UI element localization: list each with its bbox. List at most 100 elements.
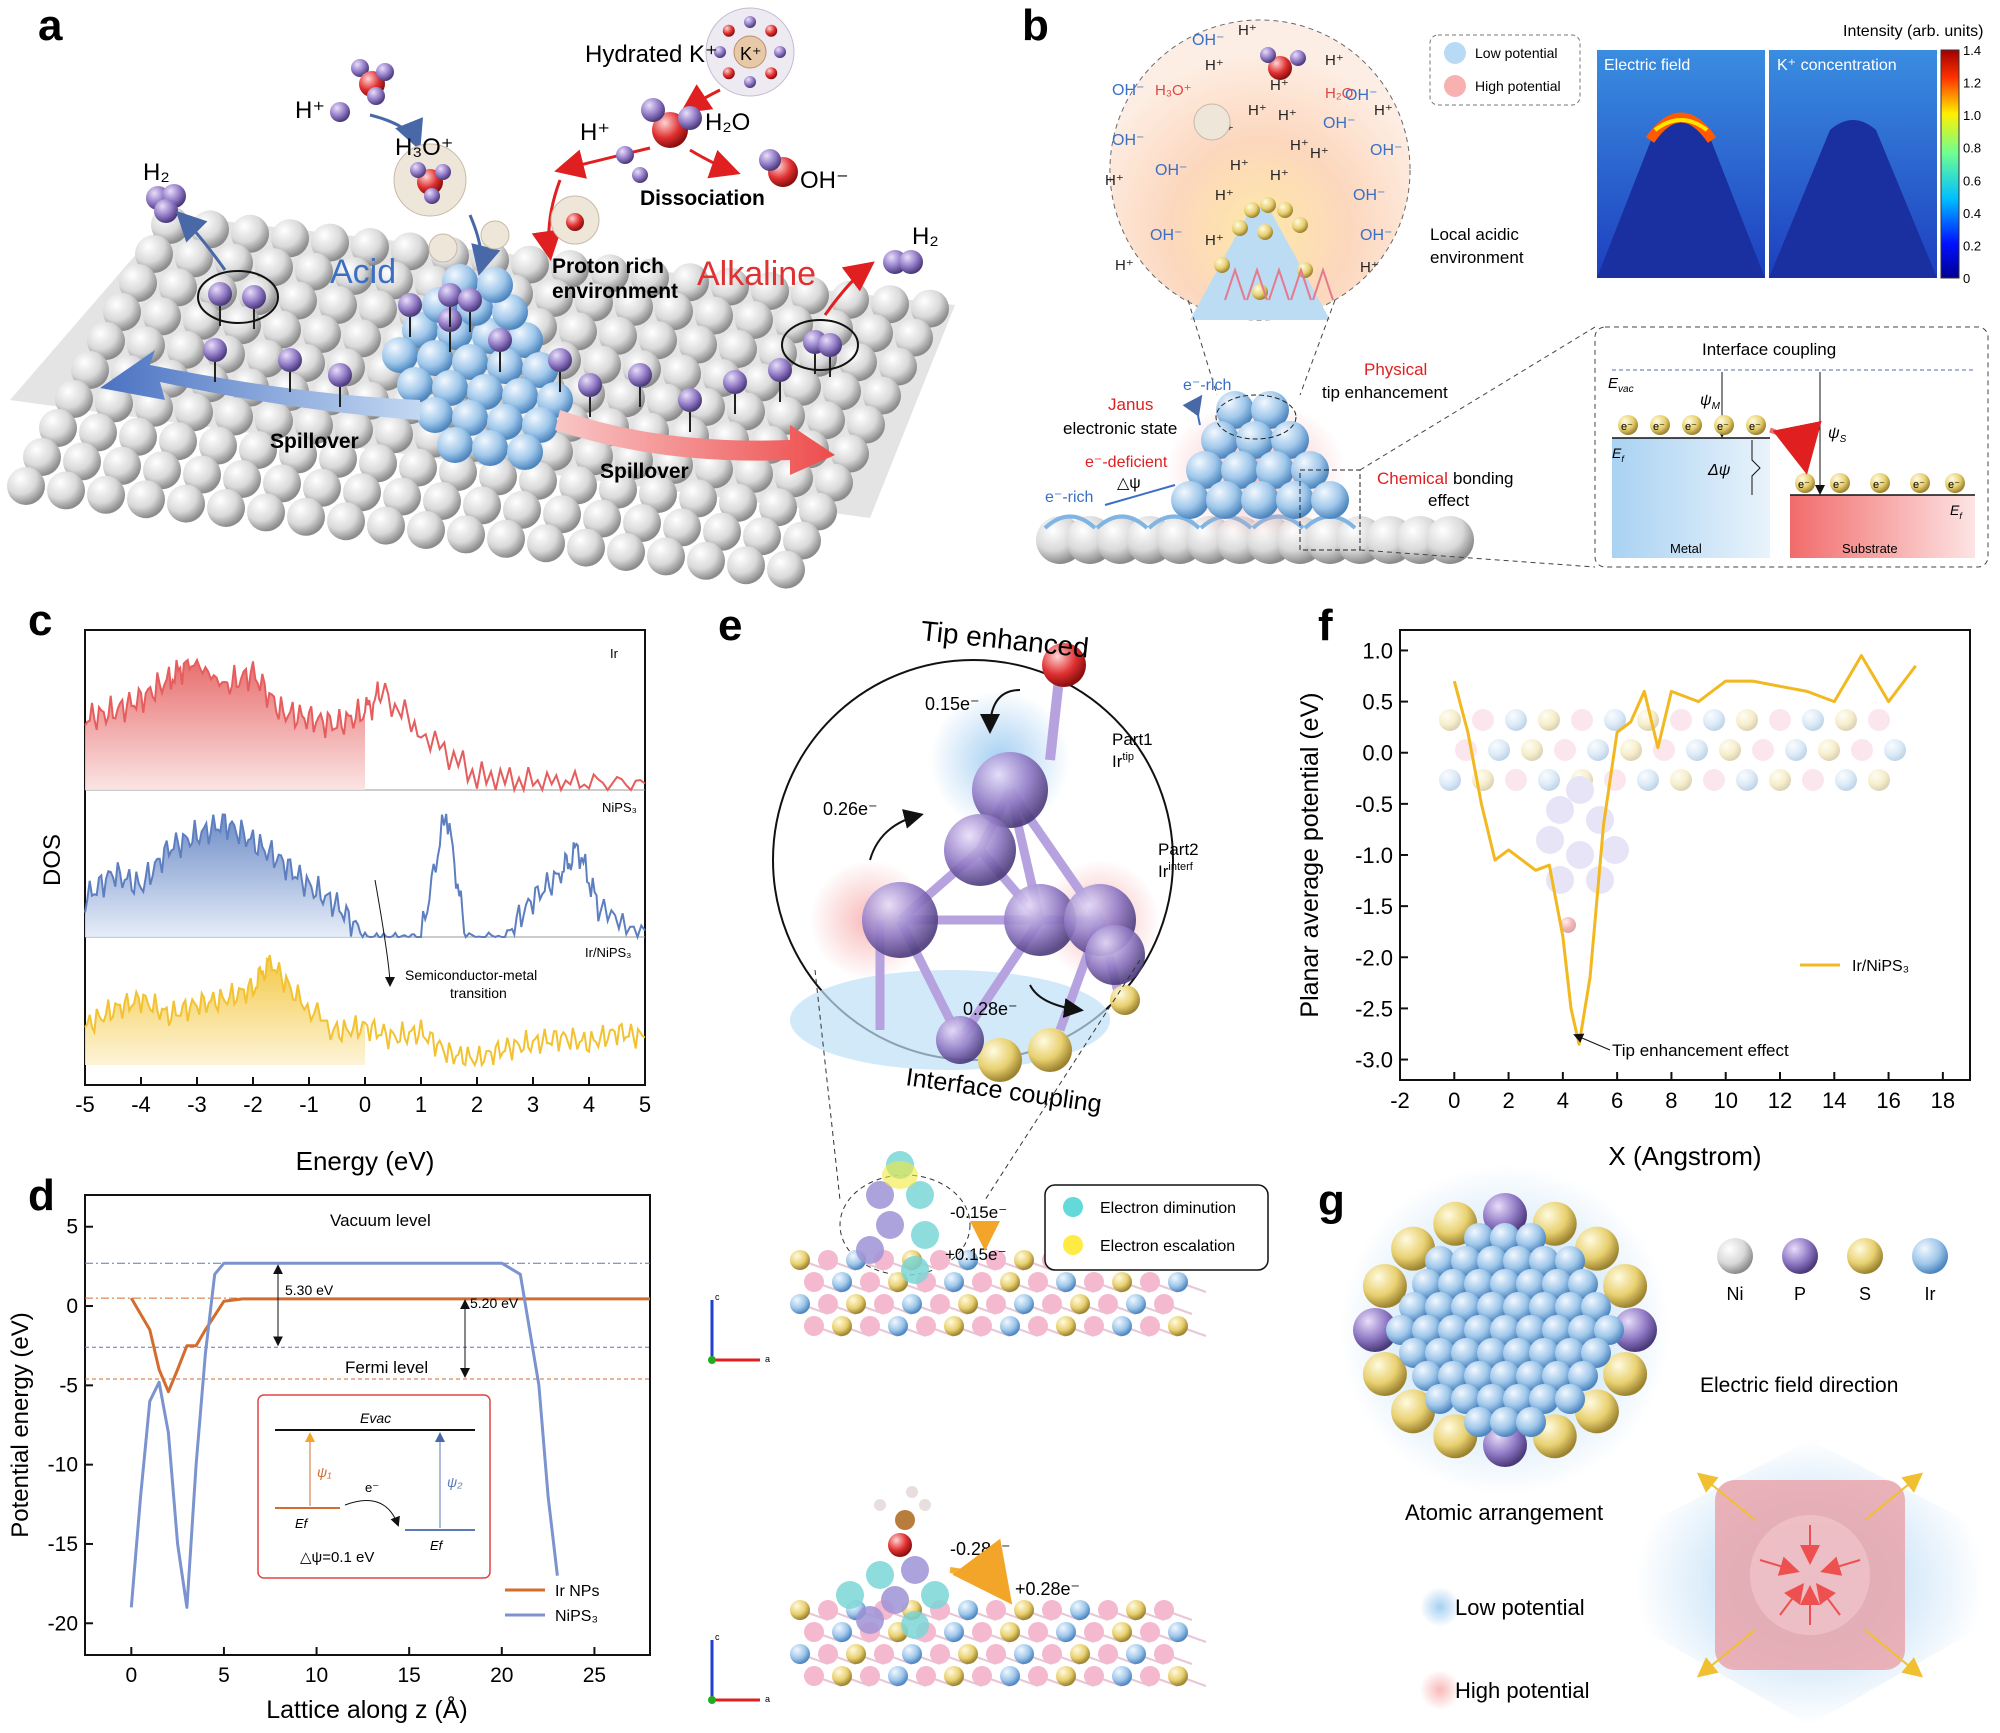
zoom-connector: [984, 959, 1141, 1201]
substrate-atom: [535, 279, 573, 317]
slab-atom: [1000, 1316, 1020, 1336]
ir-atom: [1555, 1246, 1585, 1276]
slab-atom: [1070, 1294, 1090, 1314]
colorbar-tick: 0.8: [1963, 141, 1981, 156]
x-tick-label: -4: [131, 1092, 151, 1117]
cluster-atom: [856, 1236, 884, 1264]
electron-label: e⁻: [1833, 479, 1845, 491]
slab-atom: [1014, 1250, 1034, 1270]
substrate-atom: [119, 264, 157, 302]
substrate-atom: [815, 463, 853, 502]
low-potential-swatch: [1420, 1587, 1460, 1627]
substrate-atom: [375, 415, 413, 454]
hplus-ion: H⁺: [1205, 232, 1224, 249]
e-rich-bottom-label: e⁻-rich: [1045, 489, 1093, 506]
ir-atom: [862, 882, 938, 958]
colorbar-tick: 0.6: [1963, 173, 1981, 188]
structure-atom: [1736, 709, 1758, 731]
substrate-atom: [39, 409, 77, 447]
ir-atom: [467, 374, 503, 410]
slab-atom: [1126, 1600, 1146, 1620]
zoom-connector: [814, 969, 841, 1201]
ir-atom: [487, 348, 523, 384]
hplus-atom: [330, 102, 350, 122]
y-tick-label: -15: [48, 1533, 78, 1556]
ir-atom: [1464, 1315, 1494, 1345]
h2-atom: [154, 199, 178, 223]
substrate-atom: [591, 254, 629, 293]
y-tick-label: -20: [48, 1612, 78, 1635]
x-tick-label: 10: [1713, 1088, 1737, 1113]
metal-block: [1612, 438, 1770, 558]
slab-atom: [916, 1316, 936, 1336]
substrate-atom: [407, 511, 445, 549]
panel-f: f -2 0 2 4 6 8 10 12 14 16 18 1.0 0.5 0.0 -0.5 -1.0 -1.5…: [1296, 601, 1971, 1171]
electron-label: e⁻: [1653, 421, 1665, 433]
structure-atom: [1604, 709, 1626, 731]
substrate-atom: [95, 384, 133, 423]
efield-map-label: Electric field: [1604, 57, 1690, 74]
kconc-map-label: K⁺ concentration: [1777, 57, 1897, 74]
colorbar-tick: 0.2: [1963, 238, 1981, 253]
adsorbed-h: [678, 388, 702, 412]
oh-ion: OH⁻: [1112, 82, 1144, 99]
x-tick-label: 2: [1502, 1088, 1514, 1113]
kconc-tip-shape: [1769, 120, 1937, 278]
substrate-atom: [679, 325, 717, 364]
substrate-atom: [503, 490, 541, 529]
oh-ion: OH⁻: [1192, 32, 1224, 49]
substrate-atom: [175, 239, 213, 278]
physical-label: Physical: [1364, 360, 1427, 379]
charge-p028-label: +0.28e⁻: [1015, 1579, 1080, 1599]
substrate-atom: [287, 497, 325, 536]
slab-atom: [944, 1622, 964, 1642]
metal-electron: [1746, 415, 1766, 435]
inset-e-label: e⁻: [365, 1480, 379, 1495]
ir-atom: [1271, 421, 1309, 459]
slab-atom: [1028, 1272, 1048, 1292]
substrate-atom: [767, 396, 805, 435]
slab-atom: [1056, 1316, 1076, 1336]
core-center-glow: [1750, 1515, 1870, 1635]
cluster-atom: [866, 1561, 894, 1589]
interface-title: Interface coupling: [1702, 340, 1836, 359]
efield-hotspot-edge: [1653, 118, 1709, 132]
substrate-atom: [23, 438, 61, 476]
substrate-atom: [199, 426, 237, 465]
substrate-atom: [87, 322, 125, 360]
slab-atom: [1154, 1294, 1174, 1314]
ir-cluster-atoms: [382, 264, 573, 470]
structure-atom: [1521, 739, 1543, 761]
substrate-electron: [1795, 473, 1815, 493]
cluster-atom: [881, 1586, 909, 1614]
hydration-water: [774, 46, 786, 58]
planar-chart: -2 0 2 4 6 8 10 12 14 16 18 1.0 0.5 0.0 -0.5 -1.0 -1.5 -2…: [1355, 638, 1955, 1113]
part1-label: Part1: [1112, 730, 1153, 749]
inset-psi2-label: ψ₂: [447, 1474, 463, 1490]
y-tick-label: 0.0: [1362, 741, 1393, 766]
slab-atom: [818, 1644, 838, 1664]
slab-atom: [916, 1666, 936, 1686]
h2-right-label: H₂: [912, 223, 939, 250]
h2o-molecule: H₂O: [1325, 85, 1353, 102]
y-tick-label: 5: [66, 1216, 78, 1239]
hplus-label: H⁺: [295, 97, 325, 124]
e-rich-arrow: [1182, 394, 1203, 426]
slab-atom: [846, 1644, 866, 1664]
substrate-atom: [167, 330, 205, 369]
slab-atom: [1098, 1644, 1118, 1664]
x-tick-label: 8: [1665, 1088, 1677, 1113]
substrate-atom: [167, 484, 205, 523]
x-tick-label: 0: [359, 1092, 371, 1117]
electronic-state-label: electronic state: [1063, 419, 1177, 438]
slab-atom: [1042, 1600, 1062, 1620]
y-tick-label: -0.5: [1355, 792, 1393, 817]
substrate-atom: [439, 453, 477, 491]
slab-atom: [1168, 1316, 1188, 1336]
ir-atom: [1516, 1269, 1546, 1299]
zoom-connector: [1299, 299, 1336, 396]
substrate-atom: [911, 289, 949, 328]
substrate-atom: [295, 406, 333, 445]
outward-arrow: [1864, 1629, 1924, 1678]
transition-arrow: [374, 879, 395, 987]
